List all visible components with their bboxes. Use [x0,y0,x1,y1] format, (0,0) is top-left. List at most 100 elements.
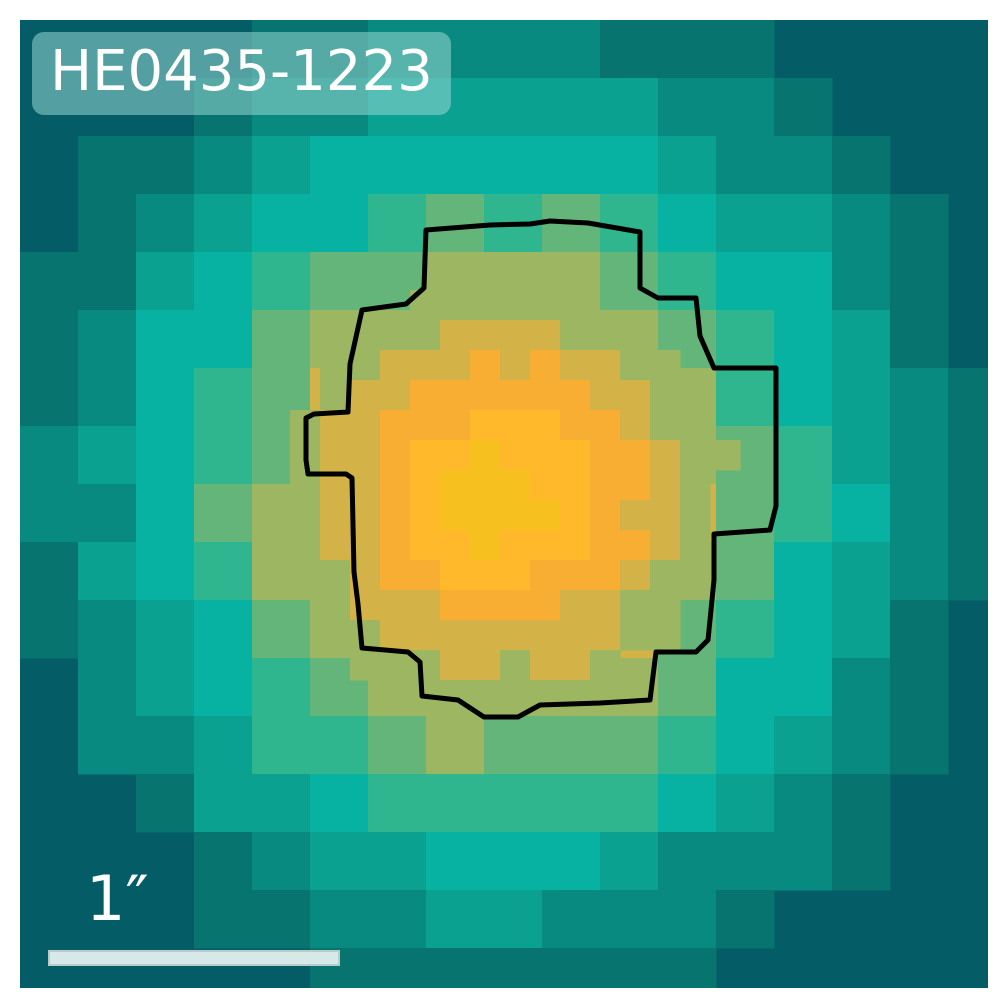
brightness-pixel [774,658,833,717]
brightness-pixel [590,320,621,351]
brightness-pixel [716,368,775,427]
brightness-pixel [658,252,717,311]
scale-bar [48,950,340,966]
brightness-pixel [620,320,651,351]
brightness-pixel [716,774,775,833]
brightness-pixel [136,542,195,601]
brightness-pixel [890,426,949,485]
brightness-pixel [832,600,891,659]
brightness-pixel [410,470,441,501]
brightness-pixel [542,832,601,891]
brightness-pixel [500,440,531,471]
brightness-pixel [440,500,471,531]
brightness-pixel [290,500,321,531]
brightness-pixel [470,350,501,381]
brightness-pixel [470,410,501,441]
brightness-pixel [530,530,561,561]
brightness-pixel [658,78,717,137]
brightness-pixel [194,542,253,601]
brightness-pixel [530,380,561,411]
brightness-pixel [530,320,561,351]
brightness-pixel [650,350,681,381]
brightness-pixel [194,252,253,311]
brightness-pixel [426,136,485,195]
brightness-pixel [136,716,195,775]
brightness-pixel [500,290,531,321]
brightness-pixel [620,350,651,381]
brightness-pixel [716,20,775,79]
brightness-pixel [20,252,79,311]
brightness-pixel [368,948,427,988]
brightness-pixel [500,380,531,411]
brightness-pixel [426,948,485,988]
brightness-pixel [500,530,531,561]
brightness-pixel [560,290,591,321]
brightness-pixel [680,440,711,471]
brightness-pixel [716,716,775,775]
brightness-pixel [310,136,369,195]
brightness-pixel [320,440,351,471]
brightness-pixel [716,600,775,659]
brightness-pixel [426,890,485,949]
brightness-pixel [410,320,441,351]
brightness-pixel [470,530,501,561]
brightness-pixel [20,426,79,485]
brightness-pixel [890,600,949,659]
brightness-pixel [774,600,833,659]
brightness-pixel [620,560,651,591]
brightness-pixel [658,716,717,775]
brightness-pixel [410,440,441,471]
brightness-pixel [774,136,833,195]
brightness-pixel [590,650,621,681]
brightness-pixel [560,620,591,651]
brightness-pixel [680,530,711,561]
brightness-pixel [410,530,441,561]
brightness-pixel [470,560,501,591]
brightness-pixel [484,774,543,833]
brightness-pixel [350,440,381,471]
brightness-pixel [194,310,253,369]
brightness-pixel [310,252,369,311]
brightness-pixel [470,680,501,711]
brightness-pixel [252,310,311,369]
brightness-pixel [194,600,253,659]
brightness-pixel [380,620,411,651]
brightness-pixel [252,136,311,195]
brightness-pixel [368,774,427,833]
brightness-map [20,20,988,988]
brightness-pixel [500,680,531,711]
brightness-pixel [470,470,501,501]
brightness-pixel [484,832,543,891]
brightness-pixel [620,530,651,561]
brightness-pixel [78,484,137,543]
brightness-pixel [380,530,411,561]
brightness-pixel [20,484,79,543]
brightness-pixel [136,600,195,659]
brightness-pixel [78,368,137,427]
brightness-pixel [252,252,311,311]
brightness-pixel [484,20,543,79]
brightness-pixel [484,136,543,195]
brightness-pixel [600,20,659,79]
brightness-pixel [290,530,321,561]
brightness-pixel [774,716,833,775]
brightness-pixel [440,410,471,441]
brightness-pixel [530,350,561,381]
brightness-pixel [680,470,711,501]
brightness-pixel [774,194,833,253]
brightness-pixel [560,470,591,501]
brightness-pixel [470,500,501,531]
brightness-pixel [194,774,253,833]
brightness-pixel [658,658,717,717]
brightness-pixel [252,716,311,775]
brightness-pixel [440,620,471,651]
brightness-pixel [194,890,253,949]
brightness-pixel [500,650,531,681]
brightness-pixel [440,320,471,351]
brightness-pixel [590,590,621,621]
brightness-pixel [620,620,651,651]
brightness-pixel [252,832,311,891]
brightness-pixel [600,716,659,775]
brightness-pixel [426,774,485,833]
brightness-pixel [410,590,441,621]
